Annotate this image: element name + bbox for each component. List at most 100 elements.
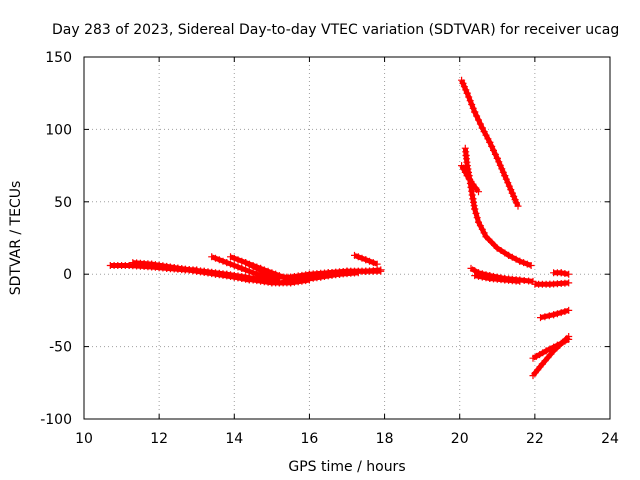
y-tick-label: 0 bbox=[63, 267, 72, 283]
x-tick-label: 22 bbox=[526, 431, 544, 447]
data-point bbox=[238, 257, 246, 265]
data-point bbox=[495, 158, 503, 166]
data-point bbox=[473, 112, 481, 120]
data-point bbox=[469, 104, 477, 112]
data-point bbox=[362, 256, 370, 264]
data-point bbox=[230, 262, 238, 269]
data-point bbox=[465, 93, 473, 101]
data-point bbox=[510, 192, 518, 200]
data-point bbox=[223, 259, 231, 267]
data-point bbox=[212, 254, 219, 262]
data-point bbox=[354, 253, 362, 261]
data-point bbox=[459, 79, 467, 87]
data-point bbox=[512, 255, 520, 263]
x-tick-label: 20 bbox=[451, 431, 469, 447]
y-tick-label: 50 bbox=[54, 195, 72, 211]
data-point bbox=[475, 218, 482, 226]
data-point bbox=[545, 312, 553, 320]
x-tick-label: 18 bbox=[376, 431, 394, 447]
data-point bbox=[351, 251, 358, 259]
data-point bbox=[502, 175, 510, 183]
data-point bbox=[516, 277, 524, 285]
plot-frame bbox=[83, 56, 611, 420]
data-point bbox=[245, 267, 253, 275]
y-axis-label: SDTVAR / TECUs bbox=[8, 181, 24, 296]
data-point bbox=[466, 97, 474, 105]
data-point bbox=[482, 131, 490, 139]
data-point bbox=[475, 272, 482, 280]
series-sat-n bbox=[458, 76, 522, 210]
data-point bbox=[498, 165, 506, 173]
data-point bbox=[249, 263, 257, 270]
data-point bbox=[513, 199, 520, 207]
data-point bbox=[501, 249, 509, 257]
data-point bbox=[460, 83, 468, 91]
data-point bbox=[373, 260, 381, 268]
series-sat-t bbox=[550, 269, 573, 278]
chart-title: Day 283 of 2023, Sidereal Day-to-day VTE… bbox=[52, 22, 619, 38]
data-point bbox=[480, 128, 488, 136]
data-point bbox=[358, 254, 366, 262]
data-point bbox=[245, 261, 253, 268]
x-tick-label: 14 bbox=[225, 431, 243, 447]
data-point bbox=[491, 150, 499, 158]
data-point bbox=[565, 333, 573, 340]
data-point bbox=[482, 274, 490, 282]
data-point bbox=[496, 161, 504, 169]
data-point bbox=[508, 189, 516, 197]
data-point bbox=[467, 264, 475, 272]
series-sat-u bbox=[537, 306, 573, 322]
data-point bbox=[488, 142, 496, 150]
data-point bbox=[561, 270, 569, 277]
data-point bbox=[230, 254, 238, 262]
data-point bbox=[472, 209, 480, 217]
data-point bbox=[458, 76, 466, 84]
data-point bbox=[260, 268, 268, 276]
data-point bbox=[520, 259, 528, 267]
data-point bbox=[542, 347, 550, 355]
data-point bbox=[227, 253, 234, 261]
y-tick-label: 100 bbox=[45, 122, 72, 138]
data-point bbox=[565, 270, 573, 278]
data-point bbox=[557, 269, 565, 277]
data-point bbox=[264, 270, 272, 278]
data-point bbox=[486, 138, 494, 146]
data-point bbox=[377, 267, 385, 275]
data-point bbox=[493, 244, 501, 252]
data-point bbox=[219, 257, 227, 265]
data-point bbox=[471, 272, 479, 280]
data-point bbox=[508, 253, 516, 261]
y-tick-label: -100 bbox=[40, 412, 72, 428]
data-point bbox=[227, 260, 234, 268]
data-point bbox=[475, 116, 482, 124]
data-point bbox=[366, 257, 373, 265]
data-point bbox=[493, 154, 501, 162]
data-point bbox=[507, 186, 515, 194]
data-point bbox=[478, 273, 486, 281]
data-point bbox=[463, 89, 471, 97]
data-point bbox=[468, 101, 476, 108]
data-point bbox=[550, 311, 558, 319]
data-point bbox=[516, 257, 524, 265]
data-point bbox=[490, 146, 497, 154]
x-axis-label: GPS time / hours bbox=[288, 459, 405, 475]
series-sat-l bbox=[324, 267, 385, 277]
data-point bbox=[471, 108, 479, 116]
data-point bbox=[475, 188, 482, 196]
data-point bbox=[527, 262, 535, 269]
data-point bbox=[242, 259, 250, 267]
x-tick-label: 24 bbox=[601, 431, 619, 447]
y-tick-label: -50 bbox=[49, 340, 72, 356]
tick-layer: 10 12 14 16 18 20 22 24 -100 -50 0 50 100 150 bbox=[40, 50, 619, 447]
data-point bbox=[480, 229, 488, 237]
data-point bbox=[484, 135, 492, 143]
data-point bbox=[565, 279, 573, 287]
data-point bbox=[523, 260, 531, 268]
data-point bbox=[497, 247, 505, 254]
data-point bbox=[234, 263, 242, 271]
series-sat-w bbox=[529, 333, 573, 380]
data-point bbox=[504, 179, 512, 187]
y-tick-label: 150 bbox=[45, 50, 72, 66]
data-point bbox=[505, 251, 513, 259]
series-sat-s bbox=[531, 279, 573, 288]
